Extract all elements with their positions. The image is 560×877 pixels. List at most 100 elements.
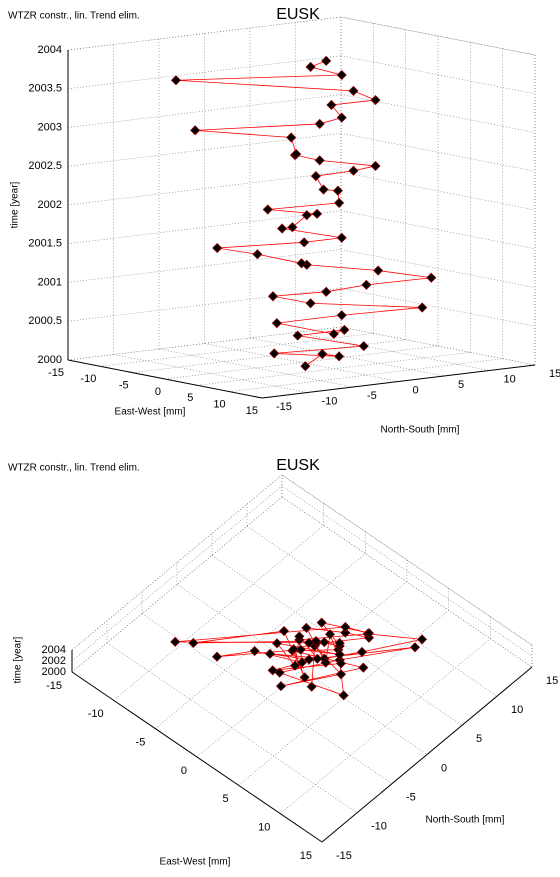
x-tick-label: 10 [258, 822, 270, 834]
data-point [190, 125, 201, 136]
data-point [370, 95, 381, 106]
data-point [291, 149, 302, 160]
data-point [356, 646, 368, 658]
y-tick-label: -15 [336, 850, 352, 862]
z-tick-label: 2000.5 [28, 315, 62, 327]
grid-line [71, 485, 283, 662]
grid-line [67, 326, 342, 361]
z-axis-label: time [year] [10, 181, 21, 228]
data-point [170, 636, 181, 647]
data-point [340, 627, 351, 638]
x-axis-label: East-West [mm] [160, 857, 231, 868]
x-tick-label: 5 [223, 793, 229, 805]
data-point [303, 654, 315, 665]
data-point [426, 272, 437, 283]
x-tick-label: -15 [46, 680, 62, 692]
x-tick-label: -10 [88, 708, 104, 720]
data-point [288, 644, 299, 655]
data-point [334, 351, 345, 362]
data-point [301, 622, 312, 633]
data-point [188, 637, 199, 649]
chart-subtitle: WTZR constr., lin. Trend elim. [8, 463, 140, 474]
data-point [373, 265, 384, 276]
grid-line [71, 496, 283, 673]
data-point [335, 669, 347, 680]
data-point [317, 348, 328, 360]
x-tick-label: -15 [48, 367, 64, 379]
grid-line [280, 638, 491, 814]
data-point [303, 637, 315, 648]
data-point [328, 328, 339, 340]
y-axis [261, 364, 536, 399]
y-tick-label: 10 [504, 373, 516, 385]
data-point [370, 160, 381, 172]
grid-line [113, 525, 324, 701]
data-point [296, 258, 307, 269]
chart-title: EUSK [276, 6, 320, 23]
data-point [338, 690, 349, 701]
data-point [316, 617, 327, 628]
data-point [277, 223, 288, 234]
x-tick-label: -5 [119, 380, 129, 392]
x-tick-label: 0 [155, 386, 161, 398]
data-point [314, 118, 325, 129]
data-point [267, 665, 278, 676]
data-point [340, 621, 351, 633]
data-point [417, 302, 428, 313]
grid-line [67, 210, 342, 245]
box-edge [67, 16, 342, 51]
grid-line [132, 339, 406, 373]
data-point [300, 361, 311, 372]
y-tick-label: -5 [367, 390, 377, 402]
box-edge [71, 474, 283, 651]
x-tick-label: -10 [80, 373, 96, 385]
data-point [335, 658, 347, 669]
data-point [310, 171, 321, 182]
grid-line [67, 249, 342, 283]
z-tick-label: 2000 [38, 354, 62, 366]
x-axis-label: East-West [mm] [115, 407, 186, 418]
grid-line [281, 485, 533, 657]
chart-title: EUSK [276, 457, 320, 474]
data-point [312, 208, 323, 219]
data-point [275, 681, 287, 692]
z-tick-label: 2002 [42, 655, 66, 667]
z-tick-label: 2004 [42, 644, 66, 656]
data-point [332, 185, 343, 196]
data-point [271, 318, 282, 329]
data-point [334, 649, 345, 660]
data-point [264, 648, 276, 659]
y-axis-label: North-South [mm] [426, 815, 505, 826]
data-point [287, 222, 298, 233]
grid-line [246, 525, 498, 697]
y-tick-label: 5 [476, 733, 482, 745]
data-point [294, 631, 305, 642]
y-tick-label: 10 [511, 704, 523, 716]
y-tick-label: 5 [458, 379, 464, 391]
z-tick-label: 2001 [38, 276, 62, 288]
data-point [314, 155, 325, 166]
y-tick-label: 15 [549, 368, 560, 380]
data-point [211, 651, 223, 662]
data-point [310, 635, 322, 647]
data-point [358, 662, 369, 673]
data-point [299, 672, 310, 683]
y-tick-label: 15 [546, 675, 558, 687]
data-point [318, 184, 329, 195]
z-axis-label: time [year] [13, 636, 24, 683]
chart-subtitle: WTZR constr., lin. Trend elim. [8, 11, 140, 22]
data-point [312, 653, 323, 664]
x-tick-label: 15 [246, 405, 258, 417]
y-axis-label: North-South [mm] [381, 425, 460, 436]
data-point [306, 681, 317, 692]
grid-line [196, 581, 408, 758]
data-point [289, 660, 301, 671]
x-tick-label: 5 [187, 392, 193, 404]
data-point [326, 99, 337, 111]
data-point [321, 286, 332, 297]
data-point [249, 645, 260, 657]
grid-line [67, 132, 342, 167]
y-tick-label: -10 [371, 821, 387, 833]
data-point [336, 232, 347, 243]
grid-line [229, 358, 503, 392]
